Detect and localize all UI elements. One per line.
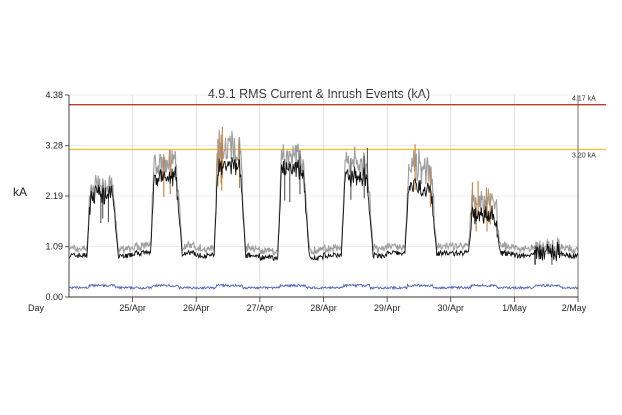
x-tick-label: 2/May [562, 303, 587, 313]
x-tick-label: 1/May [502, 303, 527, 313]
x-tick-label: 30/Apr [437, 303, 464, 313]
grid [69, 94, 579, 298]
rms-average-series [68, 157, 579, 262]
y-tick-label: 2.19 [45, 191, 63, 201]
axes: 4.38 3.28 2.19 1.09 0.00 25/Apr 26/Apr 27/Apr 28… [45, 90, 586, 313]
y-tick-label: 1.09 [45, 242, 63, 252]
x-axis-label: Day [28, 303, 45, 313]
reference-line-label: 3.20 kA [572, 152, 596, 159]
x-tick-label: 25/Apr [119, 303, 146, 313]
x-tick-label: 27/Apr [247, 303, 274, 313]
y-tick-label: 0.00 [45, 292, 63, 302]
x-tick-label: 29/Apr [374, 303, 401, 313]
y-axis-label: kA [13, 185, 27, 199]
y-tick-label: 3.28 [45, 141, 63, 151]
x-tick-label: 28/Apr [310, 303, 337, 313]
reference-lines: 4.17 kA 3.20 kA [69, 96, 606, 159]
chart-title: 4.9.1 RMS Current & Inrush Events (kA) [208, 87, 430, 101]
reference-line-label: 4.17 kA [572, 96, 596, 103]
minimum-series [68, 282, 579, 291]
x-tick-label: 26/Apr [183, 303, 210, 313]
y-tick-label: 4.38 [45, 90, 63, 100]
series [68, 127, 579, 291]
rms-max-series [68, 129, 579, 257]
